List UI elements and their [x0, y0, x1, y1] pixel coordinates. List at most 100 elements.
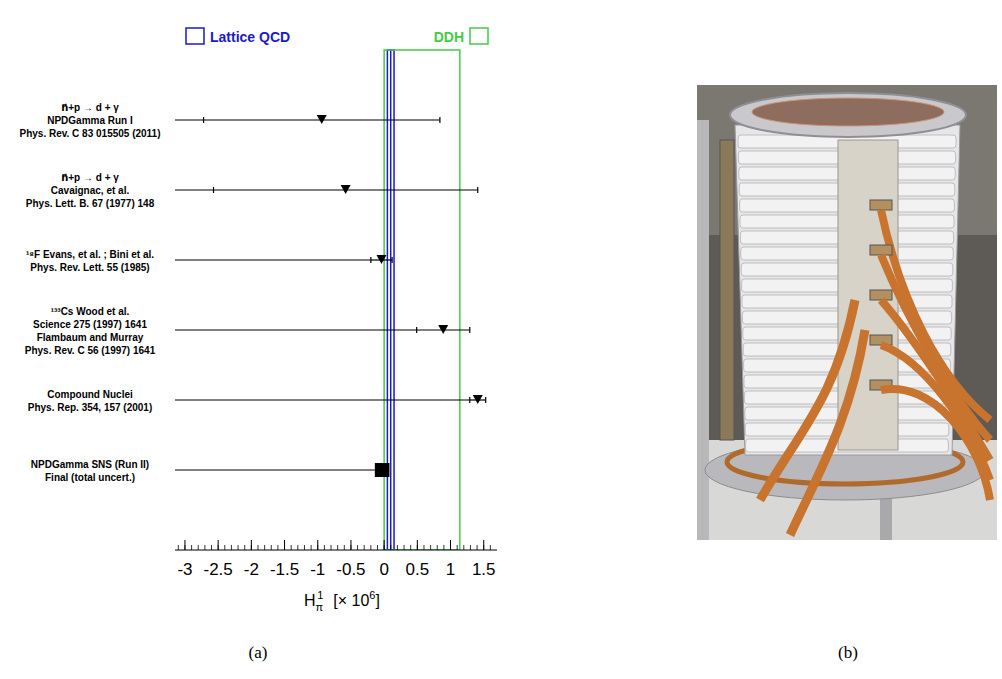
major-tick	[350, 540, 351, 550]
category-labels: n⃗+p → d + γ NPDGamma Run I Phys. Rev. C 8…	[19, 102, 160, 483]
label-line: Science 275 (1997) 1641	[33, 319, 147, 330]
marks	[204, 115, 486, 477]
label-line: Phys. Rev. C 56 (1997) 1641	[25, 345, 156, 356]
category-label: ¹³³Cs Wood et al. Science 275 (1997) 1641…	[25, 306, 156, 356]
major-tick	[417, 540, 418, 550]
minor-tick	[370, 545, 371, 550]
minor-tick	[437, 545, 438, 550]
minor-tick	[404, 545, 405, 550]
connector	[870, 335, 892, 345]
category-label: n⃗+p → d + γ Cavaignac, et al. Phys. Lett.…	[26, 172, 155, 209]
ribbon-cable	[881, 389, 990, 500]
band	[384, 50, 460, 550]
label-line: NPDGamma SNS (Run II)	[31, 459, 149, 470]
leader-line	[175, 190, 214, 191]
xlabel-part: H	[304, 592, 316, 609]
tick-label: 1	[446, 560, 455, 579]
minor-tick	[377, 545, 378, 550]
xlabel-part: ]	[375, 592, 379, 609]
label-line: ¹³³Cs Wood et al.	[51, 306, 130, 317]
minor-tick	[291, 545, 292, 550]
legend-label: DDH	[434, 29, 464, 45]
tick-label: -1.5	[270, 560, 299, 579]
minor-tick	[211, 545, 212, 550]
category-label: n⃗+p → d + γNPDGamma Run IPhys. Rev. C 8…	[19, 102, 160, 139]
detector-photo	[697, 85, 997, 540]
minor-tick	[470, 545, 471, 550]
leader-line	[175, 260, 371, 261]
tick-label: -0.5	[336, 560, 365, 579]
minor-tick	[331, 545, 332, 550]
minor-tick	[390, 545, 391, 550]
leader-line	[175, 470, 375, 471]
label-line: NPDGamma Run I	[47, 115, 133, 126]
bands	[384, 50, 460, 550]
minor-tick	[204, 545, 205, 550]
error-cap	[370, 257, 371, 263]
minor-tick	[443, 545, 444, 550]
category-label: Compound Nuclei Phys. Rep. 354, 157 (2001…	[28, 389, 153, 413]
data-point	[473, 395, 483, 404]
rail	[697, 120, 709, 540]
major-tick	[284, 540, 285, 550]
panel-label: (b)	[838, 643, 858, 662]
minor-tick	[257, 545, 258, 550]
minor-tick	[410, 545, 411, 550]
minor-tick	[198, 545, 199, 550]
label-line: Phys. Lett. B. 67 (1977) 148	[26, 198, 155, 209]
label-line: Phys. Rep. 354, 157 (2001)	[28, 402, 153, 413]
band-center	[390, 50, 392, 550]
tick-label: 0.5	[406, 560, 430, 579]
ribbon-cable	[881, 255, 990, 440]
data-point	[317, 115, 327, 124]
connector	[870, 245, 892, 255]
category-label: ¹⁸F Evans, et al. ; Bini et al. Phys. Rev…	[26, 249, 154, 273]
tick-label: 1.5	[472, 560, 496, 579]
minor-tick	[178, 545, 179, 550]
data-point	[438, 325, 448, 334]
label-line: ¹⁸F Evans, et al. ; Bini et al.	[26, 249, 154, 260]
minor-tick	[337, 545, 338, 550]
minor-tick	[357, 545, 358, 550]
error-cap	[416, 327, 417, 333]
minor-tick	[457, 545, 458, 550]
major-tick	[251, 540, 252, 550]
label-line: Cavaignac, et al.	[51, 185, 130, 196]
minor-tick	[231, 545, 232, 550]
major-tick	[483, 540, 484, 550]
error-cap	[469, 327, 470, 333]
error-cap	[477, 187, 478, 193]
legend-swatch	[470, 28, 488, 44]
minor-tick	[244, 545, 245, 550]
error-cap	[392, 257, 393, 263]
x-axis: -3-2.5-2-1.5-1-0.500.511.5	[175, 540, 497, 579]
label-line: Flambaum and Murray	[37, 332, 144, 343]
major-tick	[218, 540, 219, 550]
minor-tick	[490, 545, 491, 550]
minor-tick	[423, 545, 424, 550]
minor-tick	[344, 545, 345, 550]
minor-tick	[397, 545, 398, 550]
result-box	[375, 463, 390, 477]
label-line: Phys. Rev. C 83 015505 (2011)	[19, 128, 160, 139]
leader-line	[175, 330, 417, 331]
label-line: Compound Nuclei	[47, 389, 133, 400]
data-point	[376, 255, 386, 264]
label-line: Phys. Rev. Lett. 55 (1985)	[30, 262, 149, 273]
figure: Lattice QCD DDH n⃗+p → d + γ NPDGamma Run I…	[0, 0, 1002, 679]
connector	[870, 290, 892, 300]
x-axis-title: Hπ1[× 106]	[304, 589, 380, 613]
photo-background	[697, 85, 997, 540]
minor-tick	[224, 545, 225, 550]
xlabel-part: [× 10	[333, 592, 369, 609]
major-tick	[450, 540, 451, 550]
legend-label: Lattice QCD	[210, 29, 290, 45]
minor-tick	[430, 545, 431, 550]
ribbon-cable	[790, 330, 865, 535]
data-point	[341, 185, 351, 194]
label-line: n⃗+p → d + γ	[61, 172, 119, 183]
connector	[870, 200, 892, 210]
leader-line	[175, 120, 204, 121]
xlabel-part: 1	[317, 589, 323, 601]
minor-tick	[264, 545, 265, 550]
